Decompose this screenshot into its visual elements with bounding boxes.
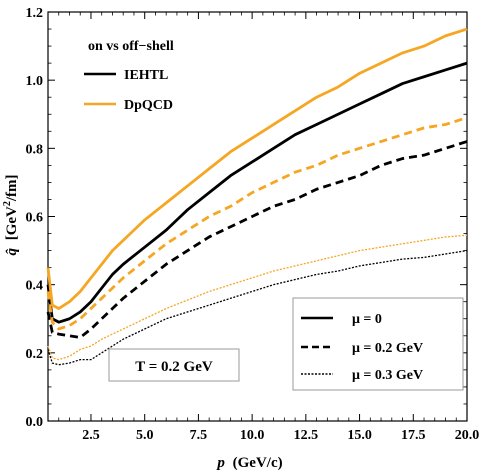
x-tick-label: 10.0 [240, 428, 265, 443]
annotation-box [108, 348, 240, 382]
x-tick-label: 12.5 [294, 428, 319, 443]
y-tick-label: 0.2 [26, 347, 44, 362]
y-tick-label: 0.4 [26, 279, 44, 294]
y-axis-title: q̂ [GeV2/fm] [2, 174, 20, 255]
legend-iehtl-label: IEHTL [124, 68, 168, 83]
series-line-dpqcd-solid [46, 27, 468, 310]
legend-model: on vs off−shell IEHTL DpQCD [84, 39, 174, 113]
annotation-label: T = 0.2 GeV [135, 359, 213, 375]
legend-model-title: on vs off−shell [88, 39, 174, 54]
x-axis-unit: (GeV/c) [233, 455, 283, 471]
y-axis-unit-post: /fm] [4, 174, 20, 202]
series-line-iehtl-dashed [46, 140, 468, 339]
axis-ticks: 2.5 5.0 7.5 10.0 12.5 15.0 17.5 20.0 0.0 0.2 0.4 0.… [26, 6, 480, 443]
x-axis-var: p [215, 455, 225, 471]
y-tick-label: 1.2 [26, 6, 44, 21]
y-tick-label: 1.0 [26, 74, 44, 89]
x-tick-label: 7.5 [190, 428, 208, 443]
legend-mu0-label: μ = 0 [352, 312, 382, 327]
legend-mu: μ = 0 μ = 0.2 GeV μ = 0.3 GeV [292, 297, 464, 391]
y-axis-unit-pre: [GeV [4, 206, 20, 240]
x-axis-title: p (GeV/c) [215, 455, 282, 471]
series-lines [46, 27, 468, 366]
series-line-iehtl-dotted [47, 249, 468, 366]
y-axis-unit-sup: 2 [2, 201, 13, 206]
annotation-temperature: T = 0.2 GeV [108, 348, 240, 382]
legend-dpqcd-label: DpQCD [124, 98, 173, 113]
x-tick-label: 20.0 [455, 428, 480, 443]
series-line-dpqcd-dotted [47, 234, 468, 361]
x-tick-label: 2.5 [82, 428, 100, 443]
x-tick-label: 15.0 [347, 428, 372, 443]
y-tick-label: 0.6 [26, 211, 44, 226]
series-line-dpqcd-dashed [46, 116, 468, 331]
legend-mu03-label: μ = 0.3 GeV [352, 368, 423, 383]
y-axis-var: q̂ [4, 248, 20, 256]
legend-mu02-label: μ = 0.2 GeV [352, 341, 423, 356]
series-line-iehtl-solid [46, 61, 468, 324]
y-tick-label: 0.0 [26, 415, 44, 430]
x-tick-label: 5.0 [136, 428, 154, 443]
x-tick-label: 17.5 [401, 428, 426, 443]
legend-mu-box [292, 297, 464, 391]
y-tick-label: 0.8 [26, 142, 44, 157]
